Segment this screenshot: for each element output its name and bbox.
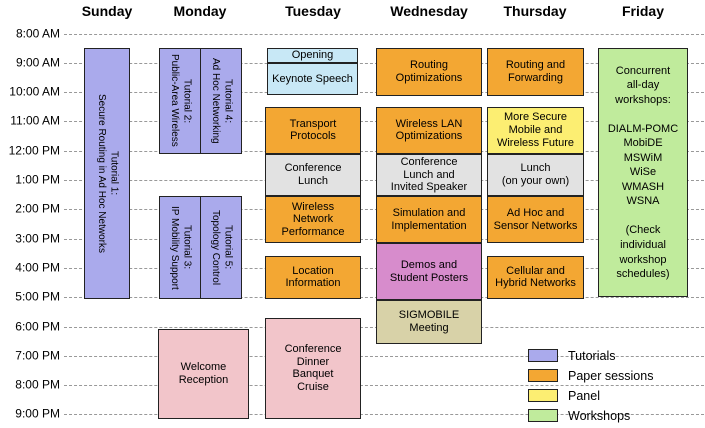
event-welcome-reception: Welcome Reception bbox=[158, 329, 249, 419]
legend-swatch-panel bbox=[528, 389, 558, 402]
legend-swatch-tutorials bbox=[528, 349, 558, 362]
day-header-wednesday: Wednesday bbox=[390, 3, 468, 19]
time-label: 9:00 PM bbox=[15, 406, 60, 421]
time-label: 2:00 PM bbox=[15, 201, 60, 216]
event-conference-lunch: Conference Lunch bbox=[265, 153, 361, 197]
time-label: 6:00 PM bbox=[15, 318, 60, 333]
event-transport-protocols: Transport Protocols bbox=[265, 106, 361, 154]
hour-gridline bbox=[64, 355, 704, 357]
event-conference-dinner: Conference Dinner Banquet Cruise bbox=[265, 317, 361, 419]
legend-label-paper-sessions: Paper sessions bbox=[568, 369, 654, 383]
event-workshops: Concurrent all-day workshops: DIALM-POMC… bbox=[598, 48, 688, 298]
time-label: 11:00 AM bbox=[10, 113, 60, 128]
event-location-information: Location Information bbox=[265, 256, 361, 299]
time-label: 1:00 PM bbox=[15, 172, 60, 187]
time-label: 3:00 PM bbox=[15, 231, 60, 246]
day-header-thursday: Thursday bbox=[503, 3, 567, 19]
event-wireless-network-performance: Wireless Network Performance bbox=[265, 196, 361, 243]
legend-label-workshops: Workshops bbox=[568, 409, 631, 423]
day-header-tuesday: Tuesday bbox=[285, 3, 341, 19]
event-tutorial-1: Tutorial 1: Secure Routing in Ad Hoc Net… bbox=[84, 48, 130, 299]
event-tutorial-3: Tutorial 3: IP Mobility Support bbox=[159, 196, 201, 299]
day-header-friday: Friday bbox=[621, 3, 665, 19]
hour-gridline bbox=[64, 385, 704, 387]
event-panel-secure-mobile-wireless-future: More Secure Mobile and Wireless Future bbox=[487, 106, 584, 154]
event-keynote-speech: Keynote Speech bbox=[267, 62, 358, 96]
day-header-sunday: Sunday bbox=[81, 3, 133, 19]
hour-gridline bbox=[64, 414, 704, 416]
event-tutorial-5: Tutorial 5: Topology Control bbox=[200, 196, 242, 299]
time-label: 7:00 PM bbox=[15, 348, 60, 363]
event-simulation-implementation: Simulation and Implementation bbox=[376, 196, 482, 243]
legend-swatch-workshops bbox=[528, 409, 558, 422]
event-opening: Opening bbox=[267, 48, 358, 63]
event-cellular-hybrid-networks: Cellular and Hybrid Networks bbox=[487, 256, 584, 299]
event-tutorial-2: Tutorial 2: Public-Area Wireless bbox=[159, 48, 201, 154]
time-label: 5:00 PM bbox=[15, 289, 60, 304]
legend-label-tutorials: Tutorials bbox=[568, 349, 616, 363]
time-label: 12:00 PM bbox=[8, 143, 60, 158]
event-sigmobile-meeting: SIGMOBILE Meeting bbox=[376, 300, 482, 345]
event-wireless-lan-optimizations: Wireless LAN Optimizations bbox=[376, 106, 482, 154]
legend-label-panel: Panel bbox=[568, 389, 600, 403]
legend-swatch-paper-sessions bbox=[528, 369, 558, 382]
event-ad-hoc-sensor-networks: Ad Hoc and Sensor Networks bbox=[487, 196, 584, 243]
time-label: 4:00 PM bbox=[15, 260, 60, 275]
event-routing-optimizations: Routing Optimizations bbox=[376, 48, 482, 96]
time-label: 9:00 AM bbox=[15, 55, 60, 70]
event-lunch-on-your-own: Lunch (on your own) bbox=[487, 153, 584, 197]
event-demos-student-posters: Demos and Student Posters bbox=[376, 242, 482, 301]
time-label: 10:00 AM bbox=[9, 84, 60, 99]
event-conference-lunch-invited-speaker: Conference Lunch and Invited Speaker bbox=[376, 153, 482, 197]
time-label: 8:00 PM bbox=[15, 377, 60, 392]
event-tutorial-4: Tutorial 4: Ad Hoc Networking bbox=[200, 48, 242, 154]
event-routing-forwarding: Routing and Forwarding bbox=[487, 48, 584, 96]
time-label: 8:00 AM bbox=[15, 25, 60, 40]
day-header-monday: Monday bbox=[173, 3, 227, 19]
hour-gridline bbox=[64, 33, 704, 35]
